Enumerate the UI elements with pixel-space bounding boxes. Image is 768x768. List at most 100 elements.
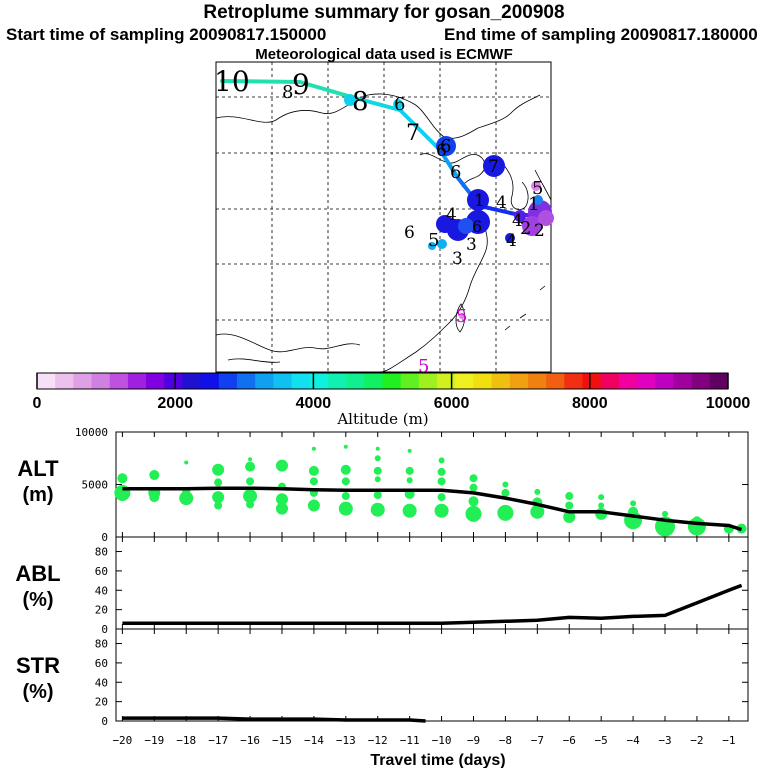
plume-marker xyxy=(344,94,356,106)
map-frame xyxy=(215,61,552,373)
colorbar-swatch xyxy=(709,373,729,389)
altitude-scatter-point xyxy=(662,510,669,517)
y-tick-label: 60 xyxy=(95,565,108,578)
panel-unit-label: (%) xyxy=(22,589,53,611)
altitude-scatter-point xyxy=(212,463,225,476)
x-tick-label: −6 xyxy=(563,734,576,747)
plume-marker xyxy=(531,181,541,191)
panel-frame xyxy=(115,628,749,722)
altitude-scatter-point xyxy=(437,467,446,476)
x-tick-label: −19 xyxy=(144,734,164,747)
x-tick-label: −1 xyxy=(722,734,735,747)
colorbar-swatch xyxy=(146,373,165,389)
colorbar-tick-label: 8000 xyxy=(572,395,608,412)
plume-day-label: 8 xyxy=(352,87,369,117)
altitude-scatter-point xyxy=(149,492,160,503)
altitude-scatter-point xyxy=(184,460,189,465)
trajectory-segment xyxy=(353,96,402,112)
x-tick-label: −2 xyxy=(690,734,703,747)
plume-day-label: 6 xyxy=(440,136,451,157)
colorbar-swatch xyxy=(200,373,220,389)
colorbar-swatch xyxy=(273,373,293,389)
plume-marker xyxy=(505,233,515,243)
altitude-scatter-point xyxy=(598,502,605,509)
altitude-scatter-point xyxy=(565,492,574,501)
plume-day-label: 6 xyxy=(450,162,461,183)
colorbar-swatch xyxy=(309,373,329,389)
plume-marker xyxy=(458,218,474,234)
altitude-scatter-point xyxy=(497,504,514,521)
colorbar-tick-label: 2000 xyxy=(157,395,193,412)
altitude-scatter-point xyxy=(374,455,381,462)
plume-day-label: 5 xyxy=(428,230,439,251)
altitude-scatter-point xyxy=(338,501,353,516)
altitude-scatter-point xyxy=(598,494,605,501)
y-tick-label: 0 xyxy=(101,715,108,728)
altitude-scatter-point xyxy=(469,483,478,492)
plume-marker xyxy=(459,313,465,319)
panel-unit-label: (m) xyxy=(22,484,53,506)
plume-day-label: 6 xyxy=(394,94,405,115)
altitude-scatter-point xyxy=(465,505,482,522)
x-tick-label: −14 xyxy=(304,734,324,747)
plume-day-label: 5 xyxy=(418,356,429,377)
plume-marker xyxy=(436,215,454,233)
plume-day-label: 10 xyxy=(214,65,250,98)
panel-unit-label: (%) xyxy=(22,681,53,703)
panel-frame xyxy=(115,431,749,538)
altitude-scatter-point xyxy=(311,446,316,451)
colorbar-swatch xyxy=(491,373,511,389)
plume-day-label: 3 xyxy=(452,249,463,269)
altitude-scatter-point xyxy=(212,491,225,504)
colorbar-swatch xyxy=(164,373,183,389)
altitude-scatter-point xyxy=(214,478,223,487)
y-tick-label: 80 xyxy=(95,638,108,651)
altitude-scatter-point xyxy=(434,503,449,518)
colorbar-swatch xyxy=(55,373,74,389)
trajectory-segment xyxy=(220,79,302,84)
plume-day-label: 9 xyxy=(292,68,310,101)
altitude-scatter-point xyxy=(117,473,128,484)
plume-day-label: 5 xyxy=(532,178,543,199)
plume-marker xyxy=(393,99,403,109)
altitude-scatter-point xyxy=(341,492,350,501)
panel-label: ALT xyxy=(17,456,59,481)
colorbar-swatch xyxy=(291,373,311,389)
colorbar-swatch xyxy=(473,373,493,389)
colorbar-swatch xyxy=(346,373,365,389)
colorbar-swatch xyxy=(564,373,584,389)
x-tick-label: −3 xyxy=(658,734,671,747)
altitude-scatter-point xyxy=(246,500,255,509)
colorbar-swatch xyxy=(437,373,456,389)
altitude-scatter-point xyxy=(340,464,351,475)
altitude-scatter-point xyxy=(149,470,160,481)
colorbar-swatch xyxy=(509,373,529,389)
colorbar-swatch xyxy=(455,373,474,389)
x-tick-label: −10 xyxy=(432,734,452,747)
plume-day-label: 7 xyxy=(406,121,420,146)
plume-day-label: 2 xyxy=(534,221,545,241)
colorbar-swatch xyxy=(109,373,129,389)
colorbar-swatch xyxy=(382,373,402,389)
plume-marker xyxy=(428,242,436,250)
colorbar-swatch xyxy=(618,373,638,389)
altitude-scatter-point xyxy=(375,446,380,451)
y-tick-label: 5000 xyxy=(82,479,109,492)
plume-marker xyxy=(437,239,447,249)
altitude-scatter-point xyxy=(630,500,637,507)
x-tick-label: −11 xyxy=(400,734,420,747)
colorbar-swatch xyxy=(237,373,256,389)
altitude-scatter-point xyxy=(405,466,414,475)
plume-marker xyxy=(436,136,456,156)
plume-day-label: 4 xyxy=(446,205,457,225)
end-time-label: End time of sampling 20090817.180000 xyxy=(444,25,758,44)
colorbar-swatch xyxy=(255,373,274,389)
colorbar-swatch xyxy=(364,373,383,389)
altitude-scatter-point xyxy=(179,491,194,506)
x-tick-label: −20 xyxy=(112,734,132,747)
plume-marker xyxy=(514,210,526,222)
x-tick-label: −8 xyxy=(499,734,512,747)
colorbar-swatch xyxy=(127,373,147,389)
plume-day-label: 1 xyxy=(474,191,485,211)
